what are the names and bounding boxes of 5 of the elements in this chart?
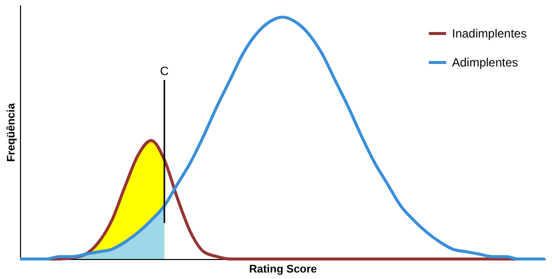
annotation: C (160, 64, 170, 78)
legend-label: Adimplentes (452, 56, 518, 70)
x-axis-title: Rating Score (249, 264, 317, 276)
y-axis-title: Freqüência (6, 102, 18, 162)
legend-label: Inadimplentes (452, 26, 527, 40)
